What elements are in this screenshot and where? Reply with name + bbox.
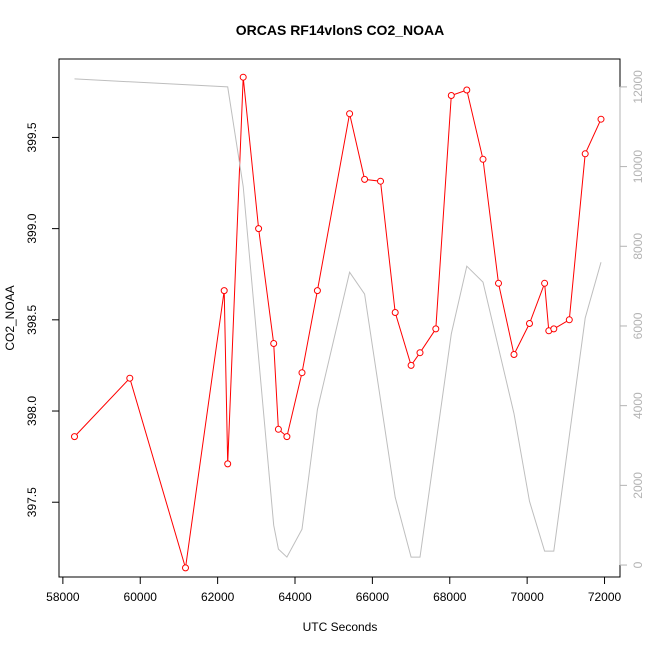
data-point (274, 425, 282, 433)
plot-frame (58, 58, 621, 578)
chart-title: ORCAS RF14vlonS CO2_NOAA (236, 22, 444, 38)
series-2 (74, 78, 602, 558)
x-tick-label: 62000 (201, 590, 235, 604)
data-point (510, 351, 518, 358)
x-tick-label: 68000 (433, 590, 467, 604)
y-axis-label: CO2_NOAA (3, 285, 17, 350)
data-point (541, 279, 549, 287)
data-point (126, 374, 134, 382)
x-axis-label: UTC Seconds (303, 620, 378, 634)
data-point (416, 349, 424, 357)
data-point (432, 325, 440, 333)
x-tick-label: 66000 (356, 590, 390, 604)
data-point (391, 309, 399, 316)
data-point (239, 73, 247, 81)
data-point (377, 177, 384, 185)
data-point (495, 279, 502, 287)
series-layer (71, 73, 605, 572)
series-1 (71, 73, 605, 572)
series-2-line (74, 78, 602, 558)
y2-axis: 0 2000 4000 6000 8000 10000 12000 (619, 70, 645, 568)
data-point (550, 325, 558, 333)
x-tick-label: 60000 (124, 590, 158, 604)
data-point (220, 287, 228, 295)
data-point (270, 340, 278, 347)
data-point (224, 460, 232, 468)
y-tick-label: 399.0 (25, 213, 39, 243)
y-axis: 397.5 398.0 398.5 399.0 399.5 (25, 122, 60, 517)
x-tick-label: 58000 (46, 590, 80, 604)
data-point (182, 564, 189, 572)
data-point (407, 361, 415, 369)
data-point (346, 110, 354, 118)
y2-tick-label: 12000 (631, 70, 645, 104)
data-point (313, 287, 321, 295)
y2-tick-label: 0 (631, 561, 645, 568)
data-point (526, 320, 533, 327)
data-point (71, 433, 78, 441)
data-point (361, 175, 369, 183)
data-point (298, 369, 306, 377)
y-tick-label: 398.0 (25, 396, 39, 426)
x-axis: 58000 60000 62000 64000 66000 68000 70000 72000 (46, 576, 622, 604)
data-point (597, 115, 605, 123)
y2-tick-label: 10000 (631, 150, 645, 184)
data-point (283, 433, 291, 441)
y2-tick-label: 2000 (631, 472, 645, 499)
x-tick-label: 64000 (278, 590, 312, 604)
data-point (463, 86, 471, 94)
x-tick-label: 72000 (588, 590, 622, 604)
data-point (447, 92, 455, 99)
y-tick-label: 397.5 (25, 487, 39, 517)
y2-tick-label: 8000 (631, 233, 645, 260)
y2-tick-label: 4000 (631, 392, 645, 419)
y2-tick-label: 6000 (631, 312, 645, 339)
data-point (565, 316, 573, 324)
y-tick-label: 399.5 (25, 122, 39, 152)
y-tick-label: 398.5 (25, 304, 39, 334)
x-tick-label: 70000 (510, 590, 544, 604)
data-point (581, 150, 589, 158)
data-point (479, 155, 487, 163)
data-point (255, 225, 263, 233)
